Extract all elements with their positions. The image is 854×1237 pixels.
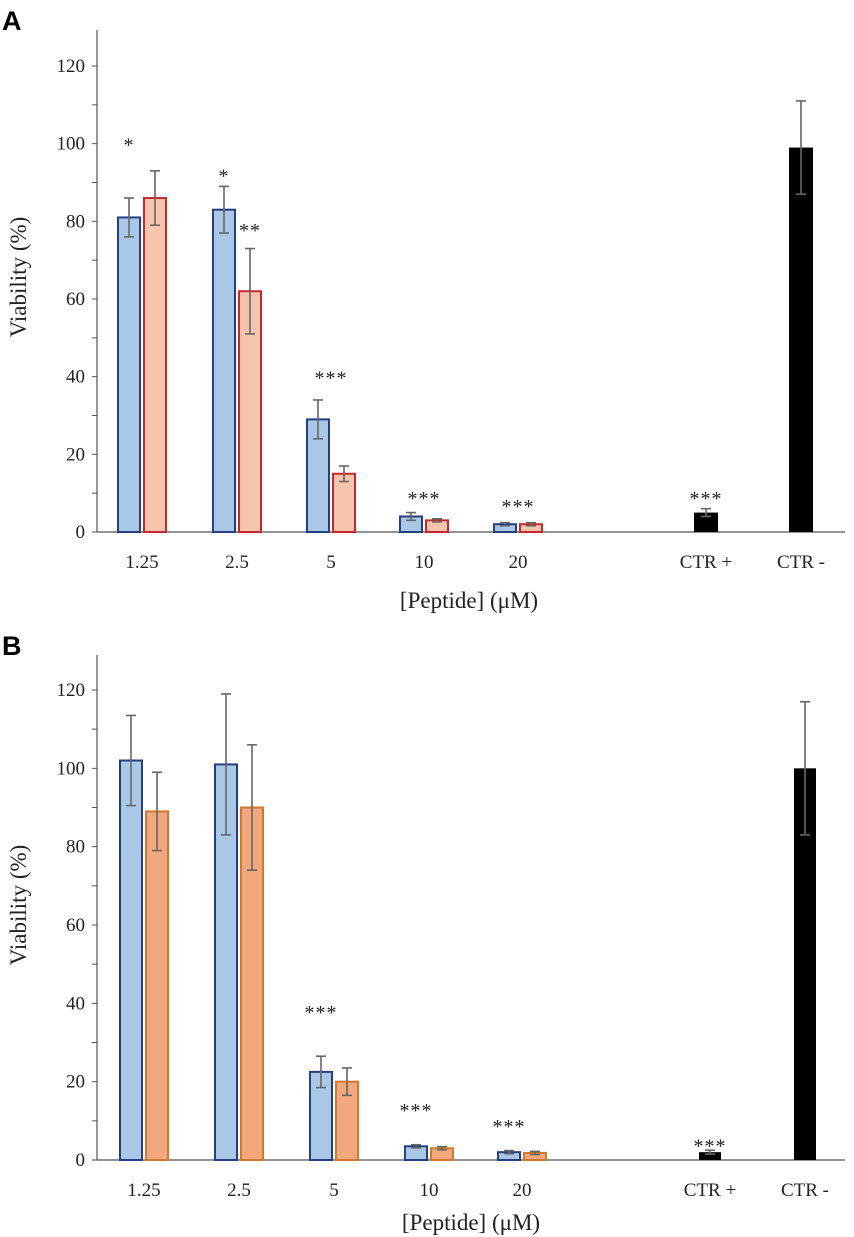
significance-label-a: *** [315,368,348,390]
x-axis-title-b: [Peptide] (μM) [402,1210,540,1235]
panel-b: B Viability (%) [Peptide] (μM) 0 20 40 60 80… [2,631,845,1235]
significance-label-b: *** [305,1002,338,1024]
y-tick-label-a: 20 [66,444,85,465]
y-tick-label-a: 100 [57,134,86,155]
y-tick-label-a: 0 [76,522,86,543]
bar-a-s1-1_25 [117,216,141,533]
panel-letter-a: A [2,6,22,36]
y-tick-label-a: 40 [66,367,85,388]
panel-a: A Viability (%) [Peptide] (μM) 0 20 40 60 80… [2,6,845,613]
significance-label-a: *** [690,488,723,510]
y-tick-label-b: 80 [66,837,85,858]
y-tick-label-b: 100 [57,758,86,779]
x-tick-label-b: 20 [513,1180,532,1201]
bar-b-s2-1_25 [145,810,169,1162]
x-tick-label-a: CTR - [777,552,825,573]
x-tick-label-a: 5 [326,552,336,573]
significance-label-a: ** [239,220,261,242]
y-tick-label-b: 0 [76,1150,86,1171]
y-tick-label-b: 40 [66,993,85,1014]
bar-a-ctr-minus [789,147,813,533]
x-tick-label-a: CTR + [680,552,732,573]
panel-letter-b: B [2,631,22,661]
significance-label-a: * [124,135,135,157]
x-tick-label-b: 1.25 [127,1180,160,1201]
x-tick-label-a: 10 [415,552,434,573]
y-tick-label-a: 80 [66,211,85,232]
x-tick-label-a: 1.25 [125,552,158,573]
y-axis-title-a: Viability (%) [6,217,31,338]
bar-b-s1-1_25 [119,759,143,1161]
y-tick-label-b: 120 [57,680,86,701]
significance-label-b: *** [694,1135,727,1157]
x-tick-label-b: 2.5 [227,1180,251,1201]
y-tick-label-a: 60 [66,289,85,310]
bar-a-s2-1_25 [143,197,167,534]
significance-label-b: *** [493,1116,526,1138]
x-tick-label-a: 2.5 [225,552,249,573]
x-tick-label-b: 5 [329,1180,339,1201]
x-tick-label-b: CTR + [684,1180,736,1201]
y-tick-label-b: 60 [66,915,85,936]
significance-label-a: *** [408,488,441,510]
bar-a-s1-2_5 [212,208,236,534]
significance-label-a: * [219,166,230,188]
bar-b-ctr-minus [794,768,816,1160]
x-tick-label-a: 20 [509,552,528,573]
y-tick-label-a: 120 [57,56,86,77]
x-axis-title-a: [Peptide] (μM) [400,588,538,613]
bar-a-ctr-plus [694,512,718,532]
x-tick-label-b: CTR - [781,1180,829,1201]
bar-a-s2-5 [332,472,356,533]
significance-label-a: *** [502,496,535,518]
y-tick-label-b: 20 [66,1072,85,1093]
significance-label-b: *** [400,1100,433,1122]
x-tick-label-b: 10 [420,1180,439,1201]
plot-area-b: 0 20 40 60 80 100 120 1.25 2.5 5 10 20 CTR + CTR - ***… [57,655,845,1201]
bar-b-ctr-plus [699,1152,721,1160]
y-axis-title-b: Viability (%) [6,845,31,966]
